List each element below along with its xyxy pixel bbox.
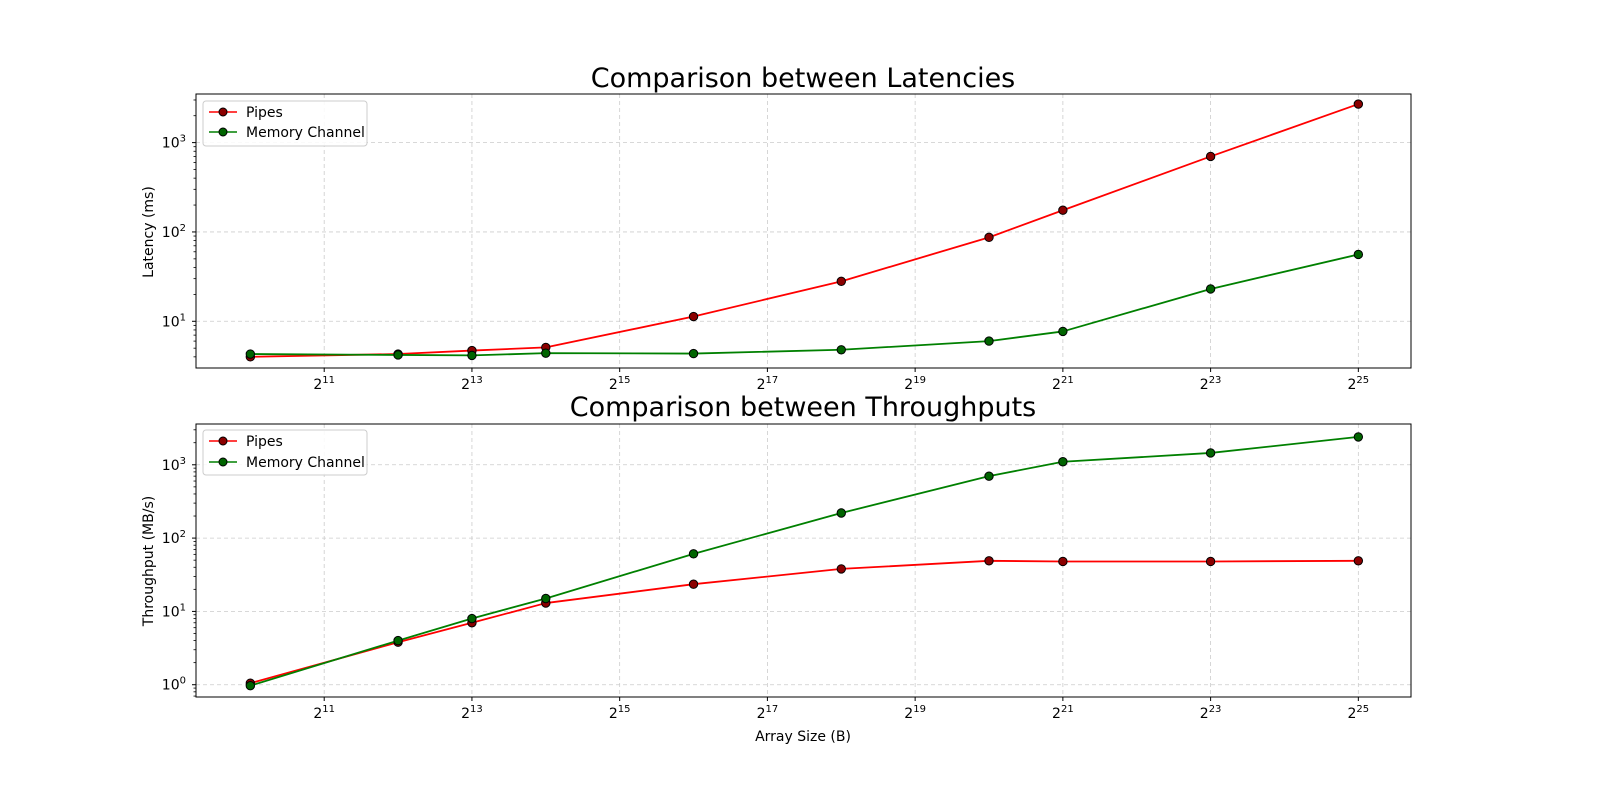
latency-legend: Pipes Memory Channel [202,100,368,147]
throughput-legend-memory-label: Memory Channel [246,455,365,471]
throughput-memory-channel-point [1205,448,1216,458]
latency-memory-channel-point [1058,326,1068,337]
latency-memory-channel-point [688,348,699,359]
throughput-memory-channel-point [1058,457,1068,467]
throughput-legend-pipes-label: Pipes [246,434,283,450]
latency-pipes-point [1353,99,1364,109]
latency-memory-channel-point [1353,249,1364,260]
latency-legend-box [202,100,368,147]
throughput-legend-memory-marker [218,457,228,467]
latency-chart-title: Comparison between Latencies [591,63,1016,94]
throughput-pipes-point [1058,556,1068,567]
throughput-memory-channel-point [245,680,256,691]
throughput-legend: Pipes Memory Channel [202,429,368,476]
throughput-memory-channel-point [1353,432,1364,442]
throughput-memory-channel-line [250,436,1359,687]
throughput-x-ticks: 211 213 215 217 219 221 223 225 [313,697,1369,722]
latency-legend-memory-label: Memory Channel [246,125,365,141]
latency-pipes-point [1205,151,1216,162]
throughput-pipes-point [1353,556,1364,566]
throughput-chart-title: Comparison between Throughputs [570,392,1036,423]
latency-memory-channel-point [1205,284,1216,294]
throughput-pipes-point [1205,556,1216,567]
latency-memory-channel-point [836,345,846,355]
throughput-memory-channel-point [688,549,699,559]
throughput-pipes-point [688,579,699,589]
latency-memory-channel-line [250,253,1359,357]
latency-plot-frame [195,93,1412,369]
latency-pipes-point [1058,205,1068,215]
latency-x-ticks: 211 213 215 217 219 221 223 225 [313,368,1369,393]
throughput-memory-channel-point [467,613,477,624]
throughput-y-axis-label: Throughput (MB/s) [141,496,157,627]
latency-memory-channel-point [245,349,256,359]
latency-chart: Comparison between Latencies Latency (ms… [141,63,1412,393]
latency-pipes-line [250,103,1359,358]
throughput-memory-channel-point [541,593,551,604]
throughput-pipes-point [984,556,994,566]
latency-grid [196,94,1411,368]
latency-legend-memory-marker [218,127,228,137]
latency-memory-channel-point [984,336,994,346]
throughput-memory-channel-point [984,471,994,481]
throughput-memory-channel-point [393,635,403,646]
throughput-legend-pipes-marker [218,436,228,446]
latency-memory-channel-point [467,350,477,361]
latency-legend-pipes-marker [218,107,228,117]
latency-series-layer [245,99,1364,362]
throughput-series-layer [245,432,1364,691]
latency-pipes-point [984,232,994,243]
throughput-pipes-line [250,559,1359,685]
latency-legend-pipes-label: Pipes [246,105,283,121]
latency-memory-channel-point [541,348,551,358]
throughput-legend-box [202,429,368,476]
latency-pipes-point [836,276,846,287]
throughput-pipes-point [836,564,846,574]
latency-y-axis-label: Latency (ms) [141,186,157,278]
latency-pipes-point [688,311,699,322]
x-axis-label: Array Size (B) [755,729,851,745]
latency-memory-channel-point [393,350,403,360]
throughput-memory-channel-point [836,508,846,518]
